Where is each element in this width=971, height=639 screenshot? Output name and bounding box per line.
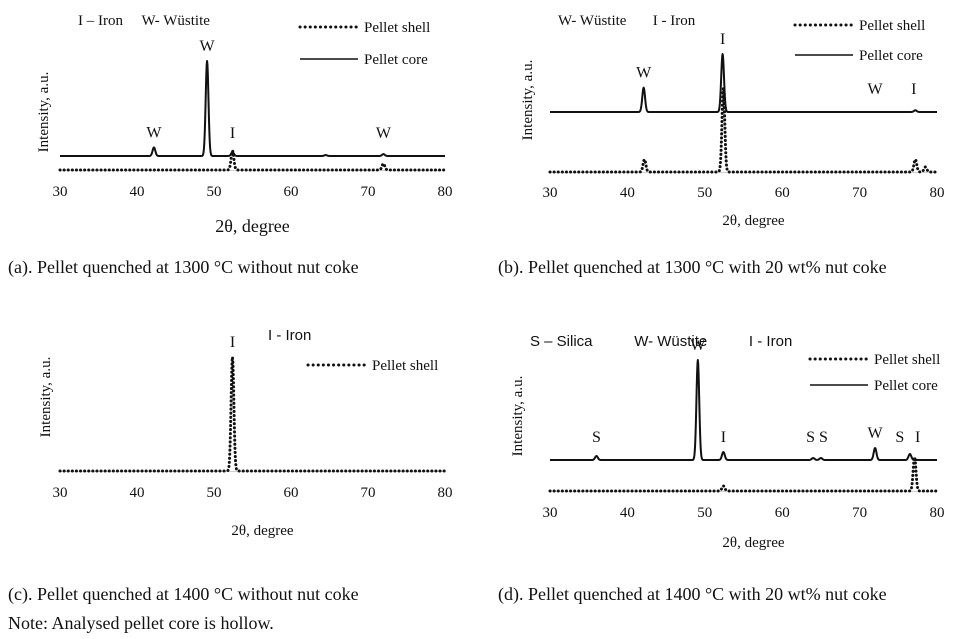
x-tick-label: 70 (852, 185, 867, 201)
peak-label: S (895, 429, 904, 446)
legend-label: Pellet shell (859, 18, 925, 34)
x-tick-label: 40 (620, 185, 635, 201)
peak-label: W (146, 124, 162, 141)
x-tick-label: 30 (543, 185, 558, 201)
chart-panel-c: 30 40 50 60 70 80 2θ, degree Intensity, a.u. I I … (0, 300, 480, 580)
x-tick-label: 70 (852, 505, 867, 521)
x-tick-label: 40 (130, 485, 145, 501)
x-axis-label: 2θ, degree (722, 535, 784, 551)
legend-label: Pellet core (364, 52, 428, 68)
phase-key-text: I – Iron W- Wüstite (78, 13, 210, 29)
x-tick-label: 80 (930, 185, 945, 201)
series-pellet-shell (58, 149, 447, 172)
series-pellet-core (549, 53, 938, 113)
x-tick-label: 70 (361, 485, 376, 501)
chart-panel-d: 30 40 50 60 70 80 2θ, degree Intensity, a.u. S W I… (490, 300, 970, 580)
x-tick-label: 30 (53, 184, 68, 200)
x-tick-label: 30 (53, 485, 68, 501)
peak-label: S S (806, 429, 828, 446)
phase-key-text: I - Iron (268, 327, 311, 344)
x-tick-label: 60 (775, 505, 790, 521)
x-axis-label: 2θ, degree (231, 523, 293, 539)
peak-label: W (690, 337, 706, 354)
peak-label: W (868, 425, 884, 442)
legend-label: Pellet shell (874, 352, 940, 368)
x-tick-label: 80 (438, 485, 453, 501)
x-tick-label: 50 (207, 184, 222, 200)
peak-label: I (230, 334, 235, 351)
phase-key-text: W- Wüstite I - Iron (558, 13, 696, 29)
y-axis-label: Intensity, a.u. (520, 60, 536, 141)
caption-b: (b). Pellet quenched at 1300 °C with 20 … (498, 257, 887, 277)
legend-label: Pellet core (874, 378, 938, 394)
chart-b-svg: 30 40 50 60 70 80 2θ, degree Intensity, a.u. W I W… (520, 13, 945, 229)
x-tick-label: 50 (697, 505, 712, 521)
x-tick-label: 60 (775, 185, 790, 201)
series-pellet-shell (58, 355, 447, 473)
x-axis-label: 2θ, degree (215, 216, 290, 236)
x-tick-label: 50 (207, 485, 222, 501)
caption-d: (d). Pellet quenched at 1400 °C with 20 … (498, 584, 887, 604)
series-pellet-core (59, 60, 446, 157)
peak-label: W (636, 65, 652, 82)
x-tick-label: 70 (361, 184, 376, 200)
x-tick-label: 30 (543, 505, 558, 521)
chart-panel-b: 30 40 50 60 70 80 2θ, degree Intensity, a.u. W I W… (490, 0, 970, 260)
peak-label: I (721, 429, 726, 446)
figure-note: Note: Analysed pellet core is hollow. (8, 613, 274, 633)
peak-label: W (200, 38, 216, 55)
x-tick-label: 80 (438, 184, 453, 200)
legend-label: Pellet core (859, 48, 923, 64)
x-tick-label: 60 (284, 184, 299, 200)
y-axis-label: Intensity, a.u. (510, 376, 526, 457)
series-pellet-shell (548, 455, 939, 493)
caption-c: (c). Pellet quenched at 1400 °C without … (8, 584, 359, 604)
peak-label: I (911, 81, 916, 98)
x-axis-label: 2θ, degree (722, 213, 784, 229)
chart-c-svg: 30 40 50 60 70 80 2θ, degree Intensity, a.u. I I … (38, 327, 453, 539)
peak-label: W (376, 125, 392, 142)
x-tick-label: 40 (130, 184, 145, 200)
peak-label: I (720, 31, 725, 48)
legend-label: Pellet shell (372, 358, 438, 374)
x-tick-label: 60 (284, 485, 299, 501)
peak-label: S (592, 429, 601, 446)
x-tick-label: 80 (930, 505, 945, 521)
series-pellet-core (549, 359, 938, 461)
peak-label: W (868, 81, 884, 98)
caption-a: (a). Pellet quenched at 1300 °C without … (8, 257, 359, 277)
legend-label: Pellet shell (364, 20, 430, 36)
x-tick-label: 50 (697, 185, 712, 201)
chart-panel-a: 30 40 50 60 70 80 2θ, degree Intensity, a.u. W W I… (0, 0, 480, 260)
peak-label: I (915, 429, 920, 446)
phase-key-text: S – Silica W- Wüstite I - Iron (530, 333, 792, 350)
y-axis-label: Intensity, a.u. (36, 72, 52, 153)
x-tick-label: 40 (620, 505, 635, 521)
peak-label: I (230, 125, 235, 142)
y-axis-label: Intensity, a.u. (38, 357, 54, 438)
series-pellet-shell (548, 86, 939, 174)
